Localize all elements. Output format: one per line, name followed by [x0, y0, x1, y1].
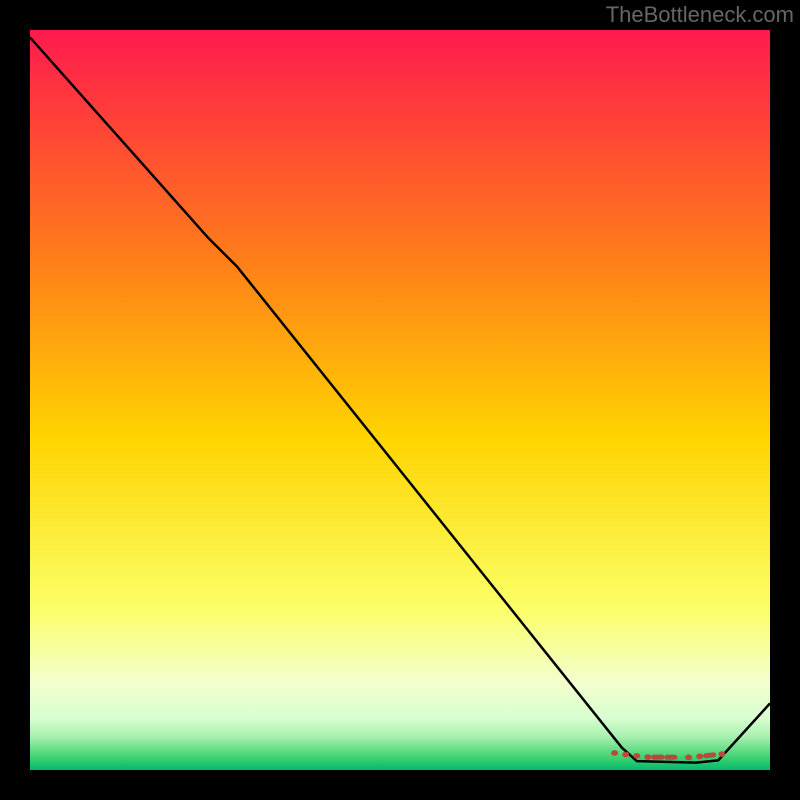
chart-svg: [30, 30, 770, 770]
chart-background: [30, 30, 770, 770]
marker-tick: [633, 753, 640, 759]
watermark-text: TheBottleneck.com: [606, 2, 794, 28]
marker-dash: [706, 755, 714, 756]
marker-tick: [622, 752, 629, 758]
chart-container: [30, 30, 770, 770]
marker-tick: [644, 754, 651, 760]
marker-tick: [696, 753, 703, 759]
marker-tick: [611, 750, 618, 756]
marker-tick: [685, 755, 692, 761]
marker-tick: [718, 751, 725, 757]
